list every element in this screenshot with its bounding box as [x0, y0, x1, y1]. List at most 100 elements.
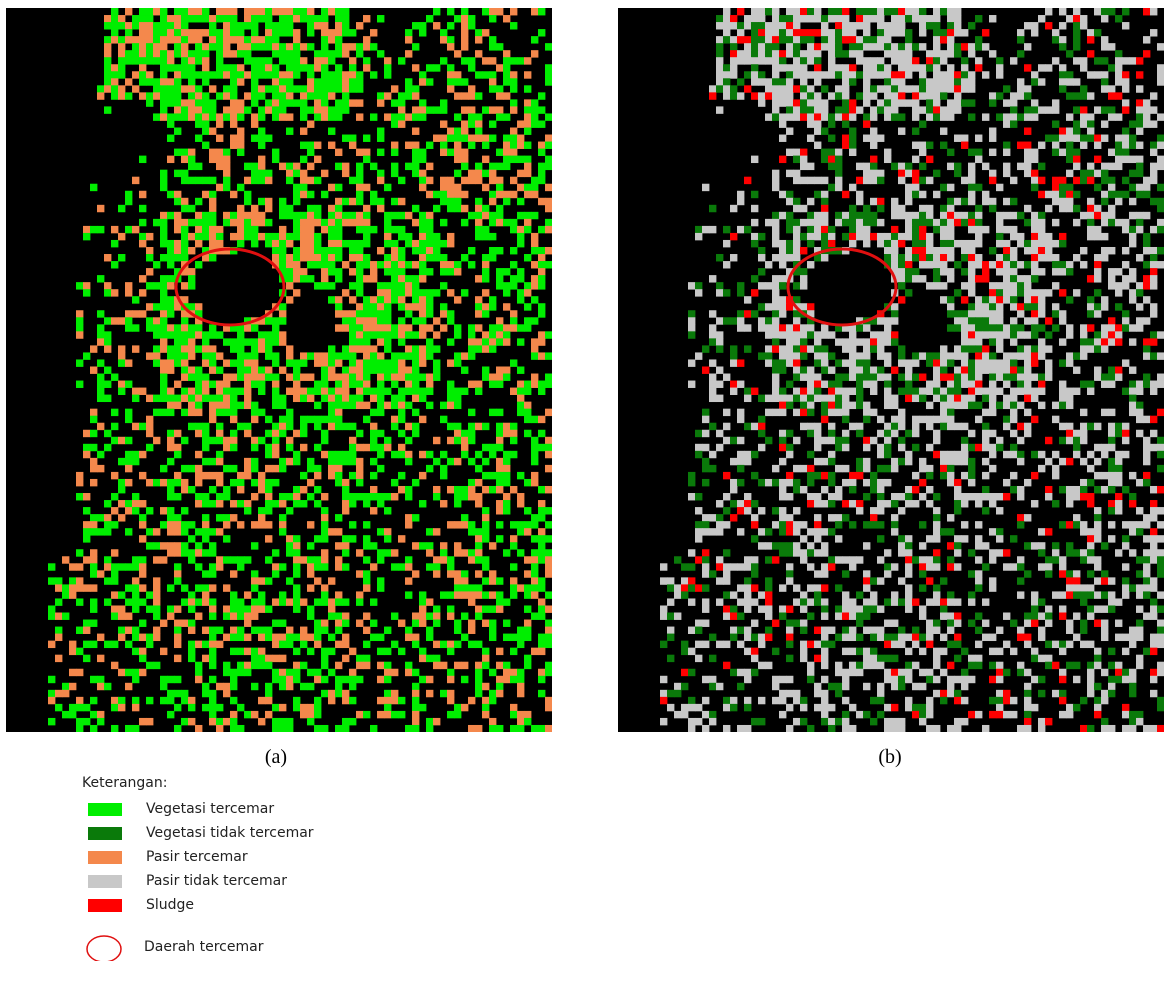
- map-pixel: [118, 612, 126, 620]
- map-pixel: [391, 113, 399, 121]
- map-pixel: [356, 359, 364, 367]
- map-pixel: [167, 514, 175, 522]
- map-pixel: [377, 324, 385, 332]
- map-pixel: [1101, 43, 1109, 51]
- map-pixel: [538, 443, 546, 452]
- map-pixel: [251, 408, 259, 417]
- map-pixel: [919, 176, 927, 185]
- map-pixel: [1031, 359, 1039, 367]
- map-pixel: [419, 254, 427, 262]
- map-pixel: [335, 50, 343, 58]
- map-pixel: [800, 366, 808, 374]
- map-pixel: [237, 36, 245, 44]
- map-pixel: [237, 141, 245, 149]
- map-pixel: [1136, 218, 1144, 227]
- map-pixel: [328, 211, 336, 220]
- map-pixel: [272, 717, 280, 726]
- map-pixel: [426, 450, 434, 459]
- map-pixel: [272, 429, 280, 438]
- map-pixel: [1101, 232, 1109, 241]
- map-pixel: [342, 43, 350, 51]
- map-pixel: [503, 50, 511, 58]
- map-pixel: [919, 15, 927, 23]
- map-pixel: [968, 148, 976, 157]
- map-pixel: [961, 338, 969, 346]
- map-pixel: [328, 373, 336, 381]
- map-pixel: [111, 78, 119, 86]
- map-pixel: [926, 92, 934, 100]
- map-pixel: [272, 22, 280, 30]
- map-pixel: [842, 64, 850, 72]
- map-pixel: [765, 261, 773, 269]
- map-pixel: [723, 239, 731, 248]
- map-pixel: [856, 8, 864, 16]
- map-pixel: [433, 612, 441, 620]
- map-pixel: [1136, 85, 1144, 93]
- map-pixel: [877, 232, 885, 241]
- map-pixel: [531, 577, 539, 585]
- map-pixel: [265, 15, 273, 23]
- map-pixel: [223, 556, 231, 564]
- map-pixel: [496, 408, 504, 417]
- map-pixel: [363, 296, 371, 304]
- map-pixel: [433, 485, 441, 494]
- map-pixel: [856, 232, 864, 241]
- map-pixel: [800, 232, 808, 241]
- map-pixel: [181, 148, 189, 157]
- map-pixel: [870, 134, 878, 142]
- map-pixel: [426, 218, 434, 227]
- map-pixel: [412, 296, 420, 304]
- map-pixel: [454, 331, 462, 339]
- map-pixel: [842, 85, 850, 93]
- map-pixel: [912, 106, 920, 114]
- map-pixel: [856, 387, 864, 395]
- map-pixel: [730, 317, 738, 325]
- map-pixel: [125, 450, 133, 459]
- map-pixel: [426, 724, 434, 732]
- map-pixel: [1094, 225, 1102, 234]
- map-pixel: [954, 373, 962, 381]
- map-pixel: [286, 352, 294, 360]
- map-pixel: [496, 443, 504, 452]
- map-pixel: [716, 317, 724, 325]
- map-pixel: [968, 99, 976, 107]
- map-pixel: [947, 211, 955, 220]
- map-pixel: [202, 703, 210, 712]
- map-pixel: [524, 633, 532, 642]
- map-pixel: [160, 696, 168, 705]
- map-pixel: [545, 218, 552, 227]
- map-pixel: [181, 8, 189, 16]
- map-pixel: [828, 183, 836, 192]
- map-pixel: [1024, 204, 1032, 213]
- map-pixel: [335, 689, 343, 698]
- map-pixel: [814, 331, 822, 339]
- map-pixel: [454, 703, 462, 712]
- map-pixel: [286, 169, 294, 178]
- map-pixel: [251, 710, 259, 719]
- map-pixel: [947, 8, 955, 16]
- map-pixel: [384, 373, 392, 381]
- map-pixel: [891, 162, 899, 171]
- map-pixel: [146, 478, 154, 487]
- map-pixel: [482, 310, 490, 318]
- map-pixel: [104, 85, 112, 93]
- map-pixel: [954, 78, 962, 86]
- map-pixel: [181, 15, 189, 23]
- map-pixel: [758, 352, 766, 360]
- map-pixel: [1122, 106, 1130, 114]
- map-pixel: [1108, 8, 1116, 16]
- map-pixel: [524, 626, 532, 634]
- map-pixel: [751, 289, 759, 297]
- map-pixel: [926, 141, 934, 149]
- map-pixel: [496, 218, 504, 227]
- map-pixel: [69, 682, 77, 691]
- map-pixel: [954, 387, 962, 395]
- map-pixel: [384, 289, 392, 297]
- map-pixel: [69, 584, 77, 592]
- map-pixel: [912, 113, 920, 121]
- map-pixel: [751, 387, 759, 395]
- map-pixel: [433, 289, 441, 297]
- map-pixel: [1143, 36, 1151, 44]
- map-pixel: [1066, 190, 1074, 199]
- map-pixel: [1108, 176, 1116, 185]
